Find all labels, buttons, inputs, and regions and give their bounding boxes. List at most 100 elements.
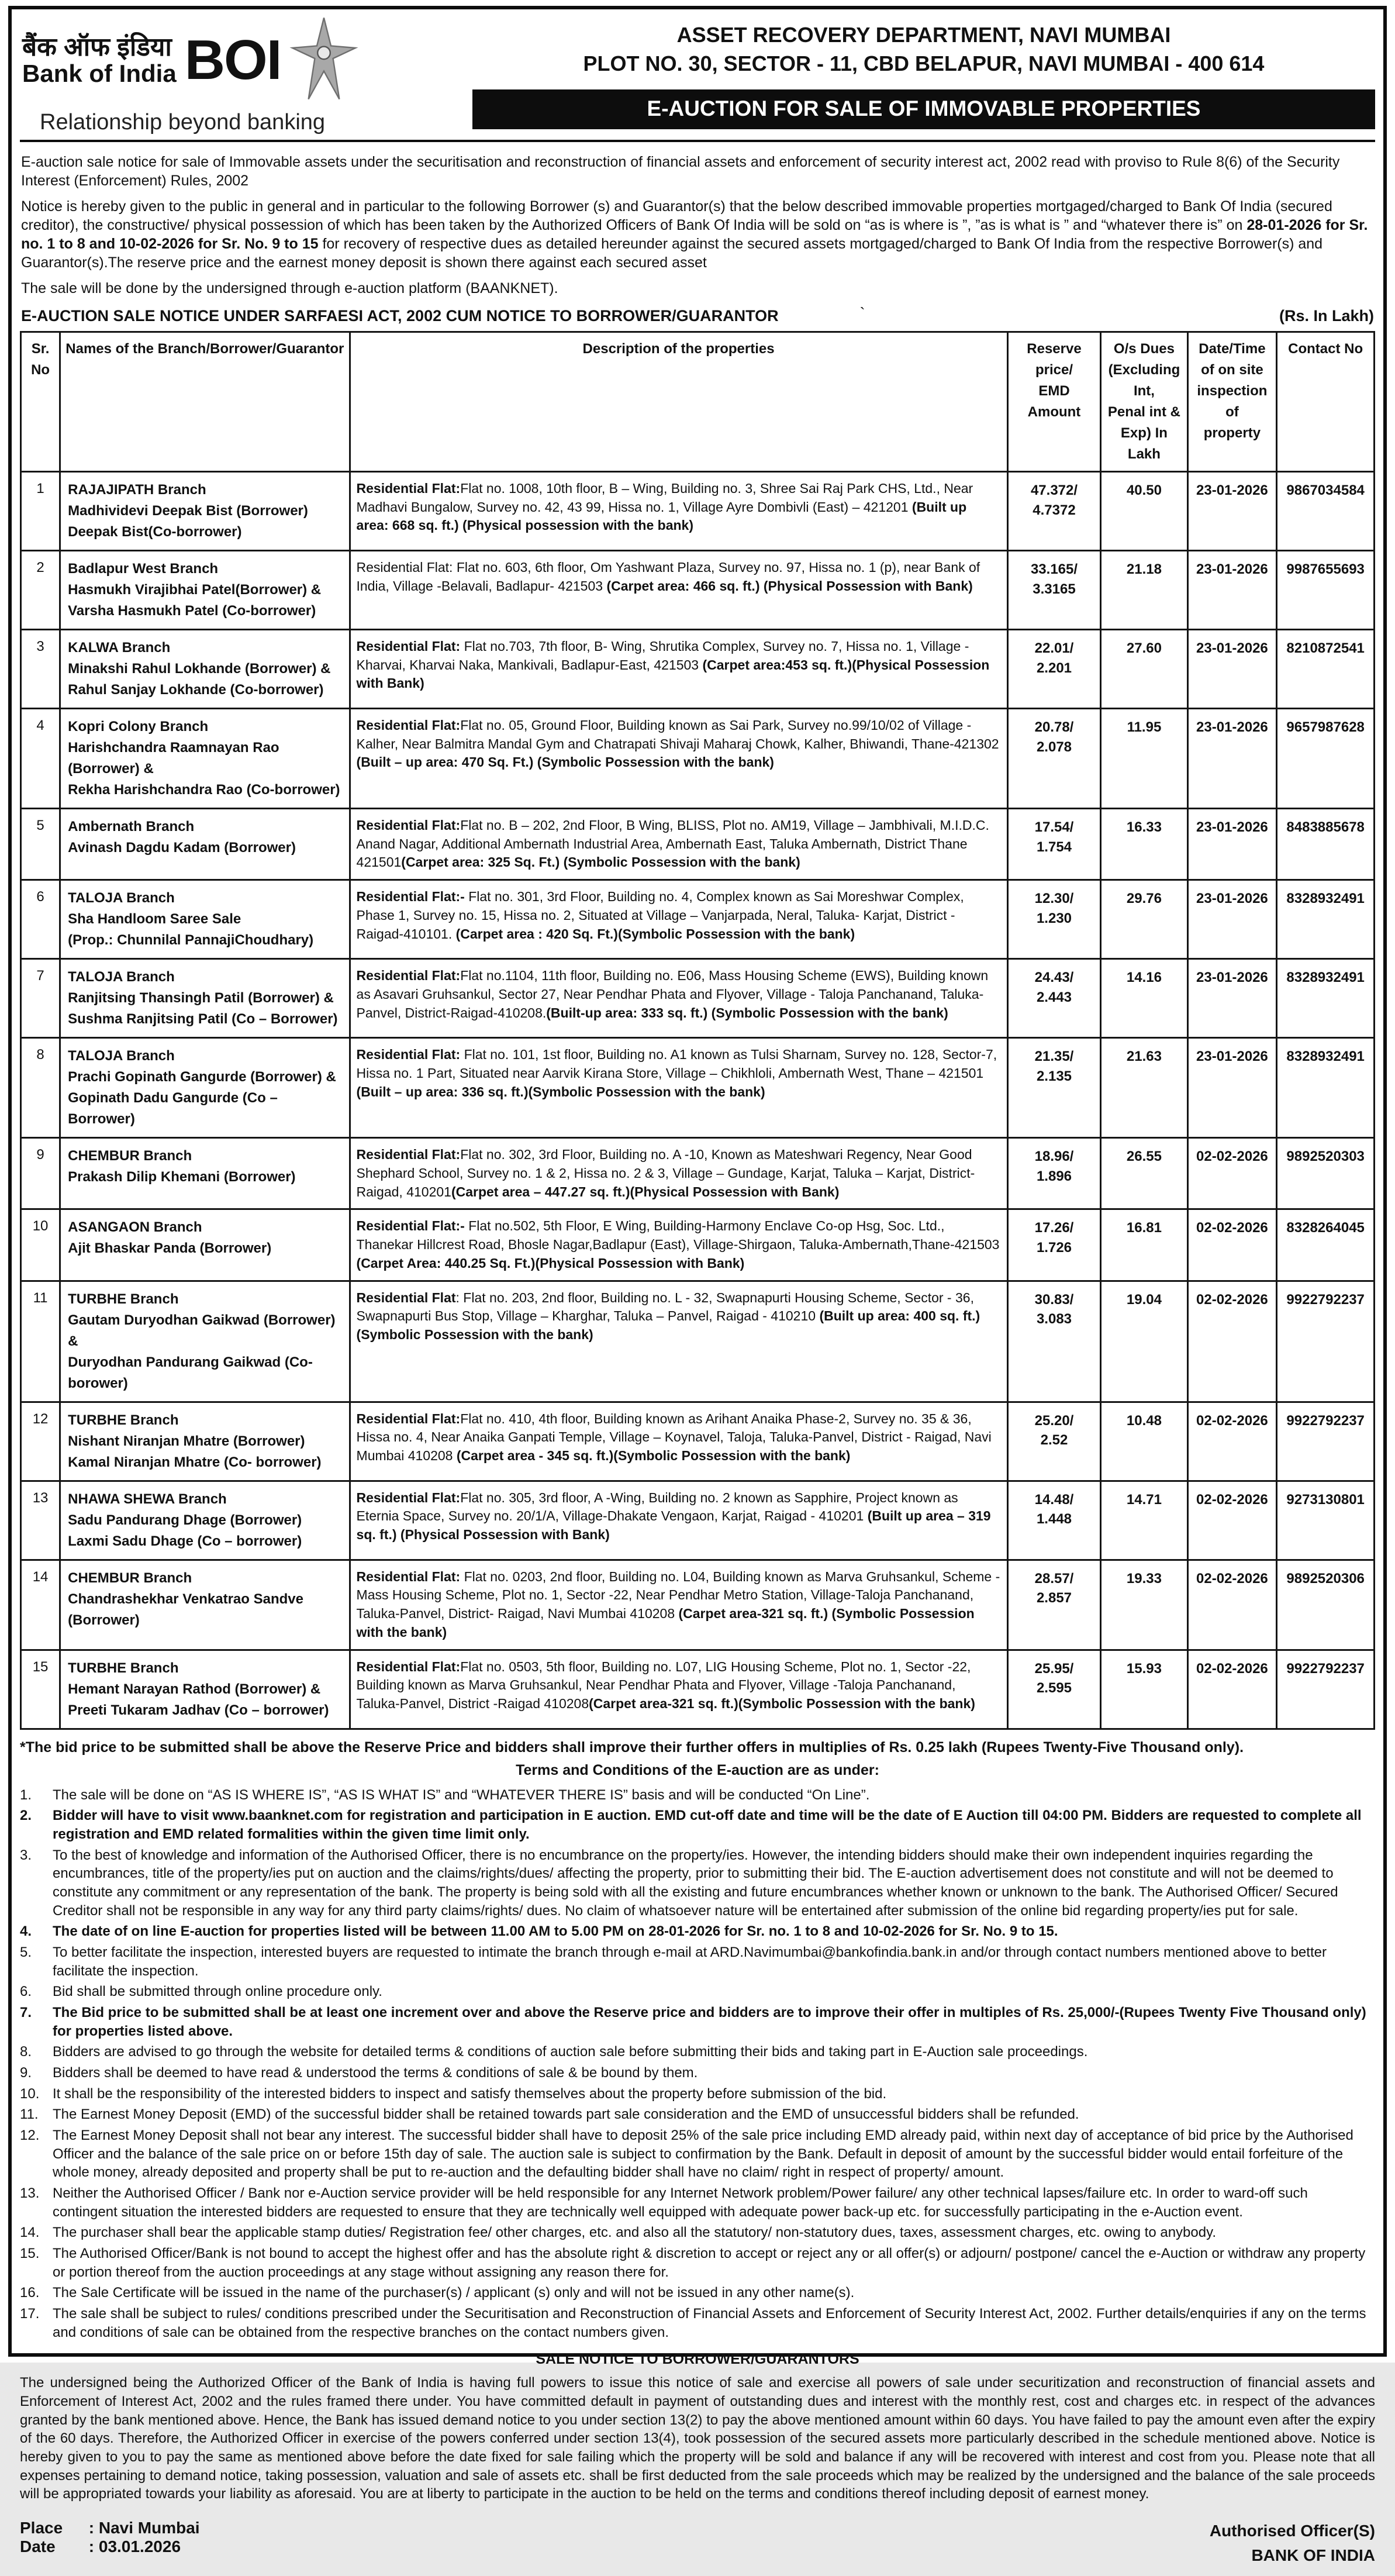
term-number: 1. <box>20 1787 32 1803</box>
text-run-bold: (Carpet area-321 sq. ft.)(Symbolic Posse… <box>589 1696 975 1712</box>
cell-serial-number: 11 <box>19 1280 61 1403</box>
bank-abbreviation: BOI <box>184 28 282 91</box>
branch-borrower-line: (Prop.: Chunnilal PannajiChoudhary) <box>68 932 314 949</box>
table-body: 1 RAJAJIPATH Branch Madhividevi Deepak Bis… <box>19 471 1375 1730</box>
cell-inspection-date: 23-01-2026 <box>1186 879 1278 960</box>
table-row: 10 ASANGAON Branch Ajit Bhaskar Panda (Bor… <box>19 1208 1375 1282</box>
bank-tagline: Relationship beyond banking <box>40 110 326 135</box>
branch-borrower-line: Gautam Duryodhan Gaikwad (Borrower) & <box>68 1312 336 1349</box>
branch-borrower-line: TALOJA Branch <box>68 890 175 906</box>
text-run-bold: Residential Flat: <box>356 818 461 833</box>
term-text: The Authorised Officer/Bank is not bound… <box>53 2246 1366 2280</box>
text-run-bold: (Carpet area : 420 Sq. Ft.)(Symbolic Pos… <box>455 926 855 942</box>
text-run-bold: (Carpet area: 466 sq. ft.) (Physical Pos… <box>606 578 973 594</box>
column-header: Sr. No <box>19 331 61 473</box>
cell-outstanding-dues: 14.71 <box>1100 1480 1189 1561</box>
text-run-bold: (Built – up area: 470 Sq. Ft.) (Symbolic… <box>356 754 774 770</box>
text-run-bold: (Built-up area: 333 sq. ft.) (Symbolic P… <box>546 1005 948 1020</box>
text-run-bold: (Carpet area-321 sq. ft.) (Symbolic Poss… <box>356 1606 975 1640</box>
place-value: : Navi Mumbai <box>88 2519 200 2537</box>
cell-reserve-emd: 21.35/ 2.135 <box>1006 1037 1102 1139</box>
branch-borrower-line: Nishant Niranjan Mhatre (Borrower) <box>68 1433 305 1449</box>
stray-tick-mark: ` <box>859 305 865 322</box>
text-run: Flat no.502, 5th Floor, E Wing, Building… <box>356 1218 1000 1253</box>
term-item: 4. The date of on line E-auction for prop… <box>20 1922 1375 1941</box>
column-header: Contact No <box>1276 331 1375 473</box>
term-item: 2. Bidder will have to visit www.baanknet… <box>20 1806 1375 1843</box>
cell-serial-number: 5 <box>19 807 61 881</box>
cell-outstanding-dues: 19.33 <box>1100 1558 1189 1651</box>
term-text: The sale shall be subject to rules/ cond… <box>53 2306 1366 2340</box>
branch-borrower-line: Chandrashekhar Venkatrao Sandve <box>68 1591 303 1607</box>
text-run-bold: (Carpet area - 345 sq. ft.)(Symbolic Pos… <box>456 1448 851 1464</box>
term-text: The sale will be done on “AS IS WHERE IS… <box>53 1787 870 1803</box>
branch-borrower-line: (Borrower) <box>68 1612 140 1628</box>
cell-serial-number: 9 <box>19 1137 61 1211</box>
cell-inspection-date: 02-02-2026 <box>1186 1480 1278 1561</box>
cell-serial-number: 2 <box>19 550 61 630</box>
branch-borrower-line: Ambernath Branch <box>68 819 195 834</box>
term-text: The Sale Certificate will be issued in t… <box>53 2285 855 2301</box>
intro-p2: Notice is hereby given to the public in … <box>21 197 1374 272</box>
bid-price-note: *The bid price to be submitted shall be … <box>20 1739 1244 1756</box>
cell-inspection-date: 02-02-2026 <box>1186 1137 1278 1211</box>
term-text: Bidder will have to visit www.baanknet.c… <box>53 1808 1362 1842</box>
branch-borrower-line: Duryodhan Pandurang Gaikwad (Co-borower) <box>68 1354 313 1391</box>
table-row: 5 Ambernath Branch Avinash Dagdu Kadam (Bo… <box>19 807 1375 881</box>
cell-property-description: Residential Flat:Flat no. 410, 4th floor… <box>348 1401 1009 1482</box>
term-item: 1. The sale will be done on “AS IS WHERE … <box>20 1786 1375 1805</box>
cell-property-description: Residential Flat: Flat no. 203, 2nd floo… <box>348 1280 1009 1403</box>
term-number: 13. <box>20 2185 40 2201</box>
cell-serial-number: 14 <box>19 1558 61 1651</box>
cell-inspection-date: 23-01-2026 <box>1186 629 1278 709</box>
term-text: The Earnest Money Deposit shall not bear… <box>53 2127 1353 2181</box>
cell-contact-number: 8483885678 <box>1276 807 1375 881</box>
cell-outstanding-dues: 27.60 <box>1100 629 1189 709</box>
cell-contact-number: 9987655693 <box>1276 550 1375 630</box>
cell-property-description: Residential Flat:Flat no. 05, Ground Flo… <box>348 708 1009 809</box>
sale-notice-heading: SALE NOTICE TO BORROWER/GUARANTORS <box>536 2351 859 2368</box>
intro-section: E-auction sale notice for sale of Immova… <box>20 142 1375 331</box>
unit-note: (Rs. In Lakh) <box>1279 307 1374 325</box>
cell-serial-number: 4 <box>19 708 61 809</box>
text-run: Notice is hereby given to the public in … <box>21 198 1332 233</box>
branch-borrower-line: NHAWA SHEWA Branch <box>68 1491 227 1507</box>
cell-branch-borrower: NHAWA SHEWA Branch Sadu Pandurang Dhage (… <box>59 1480 351 1561</box>
cell-branch-borrower: TALOJA Branch Ranjitsing Thansingh Patil … <box>59 958 351 1039</box>
bank-name-line: BANK OF INDIA <box>1251 2546 1375 2565</box>
term-number: 12. <box>20 2127 40 2143</box>
cell-property-description: Residential Flat: Flat no. 101, 1st floo… <box>348 1037 1009 1139</box>
term-item: 7. The Bid price to be submitted shall be… <box>20 2003 1375 2040</box>
term-text: The purchaser shall bear the applicable … <box>53 2225 1216 2241</box>
cell-branch-borrower: Kopri Colony Branch Harishchandra Raamnay… <box>59 708 351 809</box>
text-run-bold: Residential Flat: <box>356 639 461 654</box>
cell-contact-number: 8210872541 <box>1276 629 1375 709</box>
branch-borrower-line: Kopri Colony Branch <box>68 719 209 734</box>
cell-contact-number: 8328264045 <box>1276 1208 1375 1282</box>
branch-borrower-line: Badlapur West Branch <box>68 561 219 577</box>
cell-serial-number: 6 <box>19 879 61 960</box>
cell-inspection-date: 23-01-2026 <box>1186 958 1278 1039</box>
branch-borrower-line: CHEMBUR Branch <box>68 1570 192 1586</box>
term-number: 2. <box>20 1808 32 1824</box>
term-item: 12. The Earnest Money Deposit shall not b… <box>20 2126 1375 2182</box>
text-run: : Flat no. 203, 2nd floor, Building no. … <box>356 1289 974 1324</box>
term-number: 6. <box>20 1984 32 2000</box>
bank-logo-names: बैंक ऑफ इंडिया Bank of India <box>22 33 177 87</box>
column-header: Names of the Branch/Borrower/Guarantor <box>59 331 351 473</box>
table-row: 14 CHEMBUR Branch Chandrashekhar Venkatrao… <box>19 1558 1375 1651</box>
cell-outstanding-dues: 16.81 <box>1100 1208 1189 1282</box>
text-run-bold: Residential Flat: <box>356 481 461 496</box>
cell-branch-borrower: TALOJA Branch Prachi Gopinath Gangurde (B… <box>59 1037 351 1139</box>
text-run: for recovery of respective dues as detai… <box>21 236 1323 271</box>
term-text: The Earnest Money Deposit (EMD) of the s… <box>53 2106 1079 2123</box>
table-header-row: Sr. No Names of the Branch/Borrower/Guara… <box>19 331 1375 473</box>
cell-reserve-emd: 14.48/ 1.448 <box>1006 1480 1102 1561</box>
table-row: 13 NHAWA SHEWA Branch Sadu Pandurang Dhage… <box>19 1480 1375 1561</box>
cell-reserve-emd: 20.78/ 2.078 <box>1006 708 1102 809</box>
cell-inspection-date: 23-01-2026 <box>1186 550 1278 630</box>
cell-serial-number: 15 <box>19 1649 61 1730</box>
header-right: ASSET RECOVERY DEPARTMENT, NAVI MUMBAI P… <box>472 13 1375 140</box>
term-number: 5. <box>20 1944 32 1960</box>
